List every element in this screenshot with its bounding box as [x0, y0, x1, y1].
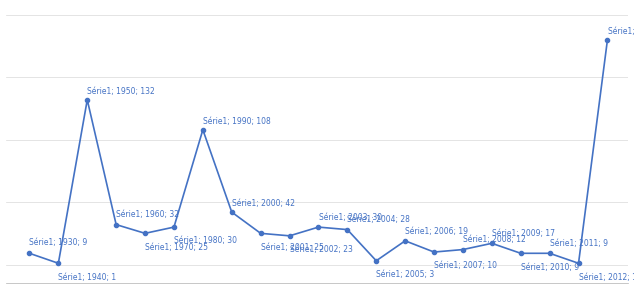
Text: Série1; 2001; 25: Série1; 2001; 25 [261, 243, 323, 252]
Text: Série1; 2009; 17: Série1; 2009; 17 [492, 229, 555, 238]
Text: Série1; 2003; 30: Série1; 2003; 30 [318, 213, 382, 222]
Text: Série1; 2004; 28: Série1; 2004; 28 [347, 215, 410, 224]
Text: Série1; 1990; 108: Série1; 1990; 108 [203, 117, 271, 126]
Text: Série1; 2002; 23: Série1; 2002; 23 [290, 245, 353, 254]
Text: Série1; 1960; 32: Série1; 1960; 32 [117, 210, 179, 219]
Text: Série1; Sem Data; 180: Série1; Sem Data; 180 [607, 27, 634, 36]
Text: Série1; 1930; 9: Série1; 1930; 9 [29, 238, 87, 247]
Text: Série1; 2008; 12: Série1; 2008; 12 [463, 235, 526, 244]
Text: Série1; 2012; 1: Série1; 2012; 1 [579, 273, 634, 282]
Text: Série1; 2000; 42: Série1; 2000; 42 [232, 199, 295, 208]
Text: Série1; 2006; 19: Série1; 2006; 19 [405, 227, 469, 236]
Text: Série1; 1980; 30: Série1; 1980; 30 [174, 237, 237, 246]
Text: Série1; 2005; 3: Série1; 2005; 3 [377, 270, 434, 279]
Text: Série1; 2010; 9: Série1; 2010; 9 [521, 263, 579, 272]
Text: Série1; 2011; 9: Série1; 2011; 9 [550, 239, 608, 248]
Text: Série1; 2007; 10: Série1; 2007; 10 [434, 261, 497, 270]
Text: Série1; 1940; 1: Série1; 1940; 1 [58, 273, 117, 282]
Text: Série1; 1970; 25: Série1; 1970; 25 [145, 243, 208, 252]
Text: Série1; 1950; 132: Série1; 1950; 132 [87, 87, 155, 96]
